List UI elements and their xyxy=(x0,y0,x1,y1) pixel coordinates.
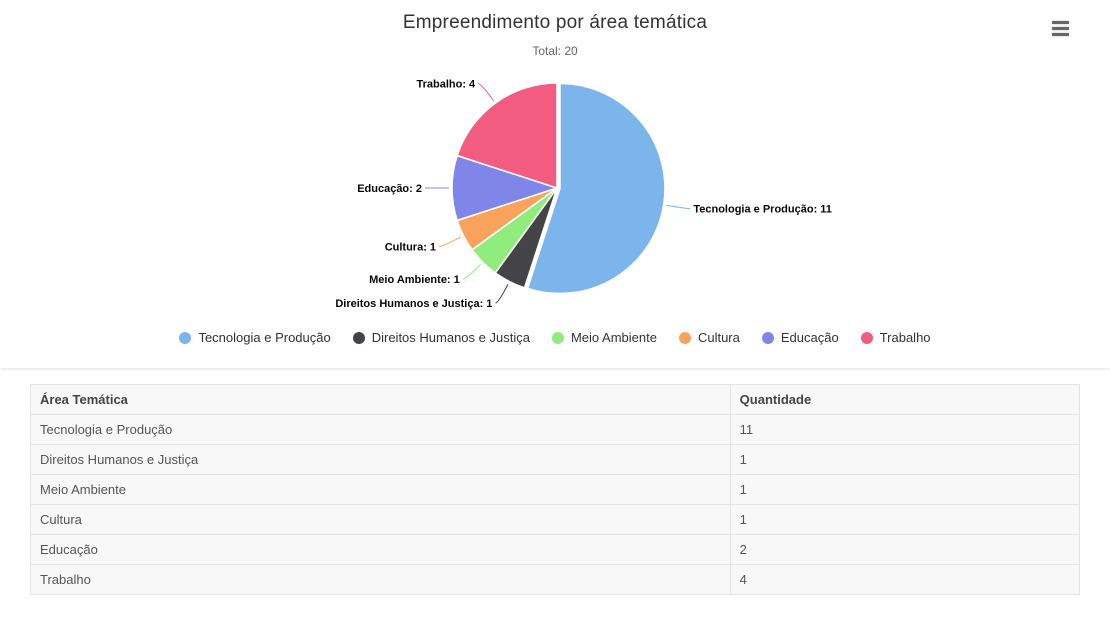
legend-item[interactable]: Cultura xyxy=(678,330,740,345)
pie-data-label: Cultura: 1 xyxy=(385,242,436,254)
legend-label: Trabalho xyxy=(879,330,931,345)
table-cell: Direitos Humanos e Justiça xyxy=(30,444,731,475)
table-cell: Educação xyxy=(30,534,731,565)
hamburger-menu-icon xyxy=(1052,26,1069,30)
legend-marker-icon xyxy=(551,331,564,344)
table-cell: Tecnologia e Produção xyxy=(30,414,731,445)
table-section: Área Temática Quantidade Tecnologia e Pr… xyxy=(30,384,1081,595)
pie-label-connector xyxy=(462,264,481,280)
table-row: Trabalho 4 xyxy=(30,564,1081,595)
table-cell: 11 xyxy=(729,414,1081,445)
pie-label-connector xyxy=(495,284,509,304)
table-cell: 1 xyxy=(729,474,1081,505)
legend-label: Educação xyxy=(780,330,839,345)
table-row: Meio Ambiente 1 xyxy=(30,474,1081,505)
legend-label: Cultura xyxy=(697,330,740,345)
pie-data-label: Educação: 2 xyxy=(357,183,422,195)
legend-label: Meio Ambiente xyxy=(570,330,657,345)
legend-item[interactable]: Educação xyxy=(761,330,839,345)
legend-marker-icon xyxy=(352,331,365,344)
legend-item[interactable]: Direitos Humanos e Justiça xyxy=(352,330,530,345)
table-row: Direitos Humanos e Justiça 1 xyxy=(30,444,1081,475)
table-cell: Meio Ambiente xyxy=(30,474,731,505)
legend-marker-icon xyxy=(860,331,873,344)
pie-slice[interactable] xyxy=(456,82,558,189)
legend-item[interactable]: Tecnologia e Produção xyxy=(179,330,331,345)
table-cell: 4 xyxy=(729,564,1081,595)
hamburger-menu-icon xyxy=(1052,32,1069,36)
legend-item[interactable]: Trabalho xyxy=(860,330,931,345)
pie-data-label: Trabalho: 4 xyxy=(416,79,476,91)
hamburger-menu-icon xyxy=(1052,20,1069,24)
table-cell: Cultura xyxy=(30,504,731,535)
pie-data-label: Meio Ambiente: 1 xyxy=(369,274,460,286)
legend-marker-icon xyxy=(761,331,774,344)
pie-slice[interactable] xyxy=(526,82,666,295)
column-header-quantidade: Quantidade xyxy=(729,384,1081,415)
legend-item[interactable]: Meio Ambiente xyxy=(551,330,657,345)
table-row: Cultura 1 xyxy=(30,504,1081,535)
legend-label: Direitos Humanos e Justiça xyxy=(371,330,530,345)
data-table: Área Temática Quantidade Tecnologia e Pr… xyxy=(30,384,1081,595)
legend-marker-icon xyxy=(678,331,691,344)
table-cell: 1 xyxy=(729,444,1081,475)
chart-legend: Tecnologia e Produção Direitos Humanos e … xyxy=(0,330,1110,345)
table-body: Tecnologia e Produção 11 Direitos Humanos … xyxy=(30,414,1081,595)
chart-subtitle: Total: 20 xyxy=(532,44,578,58)
table-cell: 1 xyxy=(729,504,1081,535)
legend-label: Tecnologia e Produção xyxy=(198,330,331,345)
legend-marker-icon xyxy=(179,331,192,344)
pie-data-label: Tecnologia e Produção: 11 xyxy=(693,204,832,216)
pie-label-connector xyxy=(438,236,461,248)
table-header-row: Área Temática Quantidade xyxy=(30,384,1081,415)
pie-label-connector xyxy=(478,83,494,101)
chart-title: Empreendimento por área temática xyxy=(402,12,708,33)
pie-chart: Tecnologia e Produção: 11 Direitos Humano… xyxy=(335,79,832,310)
table-row: Tecnologia e Produção 11 xyxy=(30,414,1081,445)
table-row: Educação 2 xyxy=(30,534,1081,565)
table-cell: 2 xyxy=(729,534,1081,565)
pie-data-label: Direitos Humanos e Justiça: 1 xyxy=(335,298,492,310)
column-header-area-tematica: Área Temática xyxy=(30,384,731,415)
export-menu-button[interactable] xyxy=(1050,18,1074,38)
table-cell: Trabalho xyxy=(30,564,731,595)
chart-panel: Empreendimento por área temática Total: … xyxy=(0,12,1110,345)
pie-label-connector xyxy=(666,204,691,210)
